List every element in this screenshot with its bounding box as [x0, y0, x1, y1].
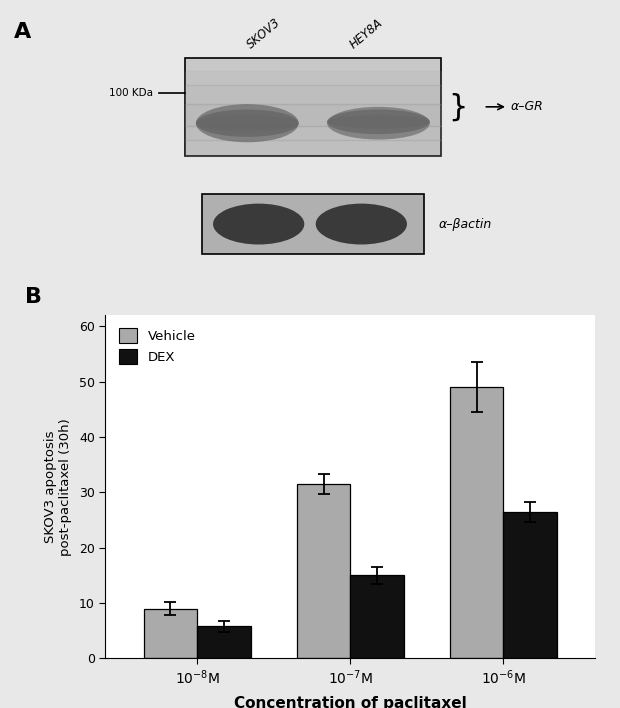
Text: HEY8A: HEY8A [347, 16, 385, 51]
Bar [297, 484, 350, 658]
Text: α–GR: α–GR [511, 101, 544, 113]
Text: 100 KDa: 100 KDa [109, 88, 153, 98]
Text: A: A [14, 23, 30, 42]
Text: B: B [25, 287, 42, 307]
Bar [350, 576, 404, 658]
Text: SKOV3: SKOV3 [244, 16, 283, 51]
Ellipse shape [327, 107, 430, 139]
Ellipse shape [196, 115, 299, 132]
Ellipse shape [196, 104, 299, 142]
Ellipse shape [327, 115, 430, 129]
Y-axis label: SKOV3 apoptosis
post-paclitaxel (30h): SKOV3 apoptosis post-paclitaxel (30h) [44, 418, 72, 556]
X-axis label: Concentration of paclitaxel: Concentration of paclitaxel [234, 696, 467, 708]
Ellipse shape [213, 204, 304, 244]
Bar [503, 512, 557, 658]
Ellipse shape [316, 204, 407, 244]
Legend: Vehicle, DEX: Vehicle, DEX [112, 321, 202, 371]
Text: α–βactin: α–βactin [438, 217, 492, 231]
Bar [450, 387, 503, 658]
Bar [197, 627, 251, 658]
Ellipse shape [327, 110, 430, 134]
Text: }: } [448, 92, 467, 121]
Bar [202, 194, 424, 254]
Bar [185, 58, 441, 156]
Bar [144, 609, 197, 658]
Ellipse shape [196, 110, 299, 137]
